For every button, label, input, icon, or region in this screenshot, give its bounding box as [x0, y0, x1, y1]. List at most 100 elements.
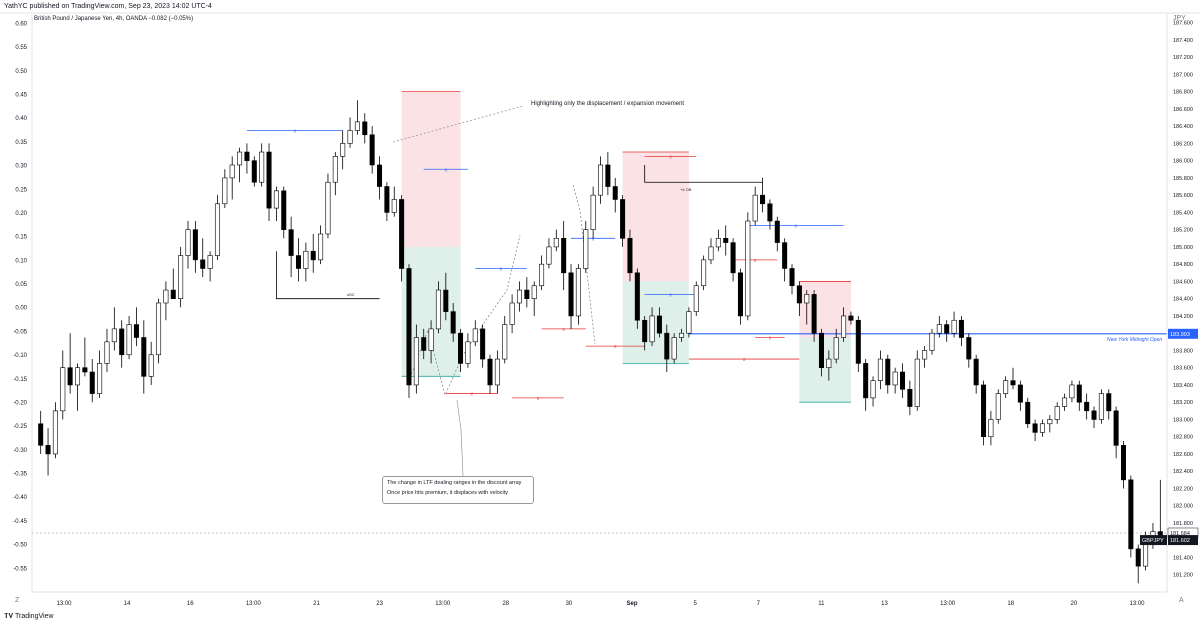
right-tick-label: 187.600	[1173, 21, 1193, 27]
candle-body	[1054, 406, 1060, 420]
candle-body	[870, 380, 876, 399]
candle-body	[178, 255, 184, 299]
candle-body	[288, 229, 294, 256]
callout-pointer	[456, 399, 464, 477]
right-tick-label: 183.200	[1173, 400, 1193, 406]
candle-body	[745, 220, 751, 317]
auto-scale-button[interactable]: A	[1179, 597, 1184, 604]
discount-zone	[622, 281, 689, 364]
right-tick-label: 186.000	[1173, 159, 1193, 165]
candle-body	[67, 367, 73, 386]
tradingview-footer[interactable]: 𝐓𝐕 TradingView	[4, 613, 54, 621]
liquidity-x-mark: x	[470, 392, 473, 398]
ob-line	[644, 164, 763, 183]
x-tick-label: 28	[502, 601, 509, 607]
candle-body	[826, 358, 832, 369]
left-tick-label: -0.10	[13, 353, 27, 359]
right-tick-label: 184.200	[1173, 314, 1193, 320]
candle-body	[833, 337, 839, 360]
right-tick-label: 187.000	[1173, 72, 1193, 78]
candle-body	[855, 319, 861, 364]
right-tick-label: 184.400	[1173, 297, 1193, 303]
candle-body	[362, 121, 368, 136]
candle-body	[951, 319, 957, 334]
candle-body	[480, 328, 486, 360]
candle-body	[1062, 397, 1068, 407]
candle-body	[1120, 445, 1126, 481]
left-tick-label: -0.20	[13, 400, 27, 406]
candle-body	[1128, 479, 1134, 550]
right-tick-label: 182.800	[1173, 435, 1193, 441]
liquidity-x-mark: x	[562, 327, 565, 333]
candle-body	[546, 246, 552, 265]
left-tick-label: 0.55	[15, 45, 27, 51]
liquidity-x-mark: x	[445, 167, 448, 173]
left-tick-label: -0.40	[13, 495, 27, 501]
candle-body	[104, 341, 110, 364]
candle-body	[804, 294, 810, 304]
prev-price-text: 181.684	[1170, 531, 1190, 537]
candle-body	[1032, 423, 1038, 433]
candle-body	[75, 367, 81, 386]
candle-body	[634, 272, 640, 321]
candle-body	[237, 151, 243, 166]
right-tick-label: 182.000	[1173, 504, 1193, 510]
right-tick-label: 183.400	[1173, 383, 1193, 389]
candle-body	[465, 341, 471, 364]
dealing-range-callout[interactable]: The change in LTF dealing ranges in the …	[382, 476, 534, 504]
x-tick-label: Sep	[627, 601, 638, 607]
liquidity-x-mark: x	[769, 336, 772, 342]
ny-price-tag	[1168, 328, 1198, 339]
right-tick-label: 181.800	[1173, 521, 1193, 527]
ssl-line	[275, 251, 380, 300]
x-tick-label: 18	[1007, 601, 1014, 607]
left-tick-label: -0.30	[13, 448, 27, 454]
candle-body	[281, 190, 287, 230]
right-tick-label: 184.800	[1173, 262, 1193, 268]
left-tick-label: 0.40	[15, 116, 27, 122]
candle-body	[428, 328, 434, 351]
candle-body	[399, 199, 405, 269]
candle-body	[1003, 380, 1009, 394]
candle-body	[45, 445, 51, 455]
symbol-info[interactable]: British Pound / Japanese Yen, 4h, OANDA …	[34, 16, 194, 22]
candle-body	[656, 315, 662, 334]
candle-body	[981, 384, 987, 438]
x-tick-label: 13:00	[940, 601, 956, 607]
ssl-label: sSC	[347, 292, 355, 297]
displacement-path	[572, 184, 596, 345]
right-tick-label: 187.200	[1173, 55, 1193, 61]
displacement-note[interactable]: Highlighting only the displacement / exp…	[531, 101, 685, 107]
candle-body	[406, 268, 412, 386]
x-tick-label: 7	[757, 601, 761, 607]
x-tick-label: 23	[376, 601, 383, 607]
candle-body	[737, 272, 743, 317]
zoom-toggle-button[interactable]: Z	[15, 597, 20, 604]
candle-body	[369, 134, 375, 166]
candle-body	[1010, 380, 1016, 386]
candle-body	[458, 332, 464, 364]
candle-body	[126, 324, 132, 356]
symbol-tag-text: GBPJPY	[1142, 538, 1164, 544]
right-tick-label: 185.000	[1173, 245, 1193, 251]
candle-body	[995, 393, 1001, 420]
liquidity-x-mark: x	[669, 292, 672, 298]
x-tick-label: 13:00	[435, 601, 451, 607]
candle-body	[936, 324, 942, 334]
left-tick-label: 0.30	[15, 164, 27, 170]
candle-body	[929, 332, 935, 351]
candle-body	[244, 151, 250, 161]
candle-body	[377, 164, 383, 187]
candle-body	[214, 203, 220, 256]
left-tick-label: -0.15	[13, 377, 27, 383]
candle-body	[310, 250, 316, 261]
candle-body	[1025, 401, 1031, 425]
x-tick-label: 13	[881, 601, 888, 607]
right-tick-label: 183.600	[1173, 366, 1193, 372]
candle-body	[966, 337, 972, 360]
right-tick-label: 182.200	[1173, 486, 1193, 492]
candle-body	[973, 358, 979, 386]
left-tick-label: 0.20	[15, 211, 27, 217]
candle-body	[141, 337, 147, 377]
